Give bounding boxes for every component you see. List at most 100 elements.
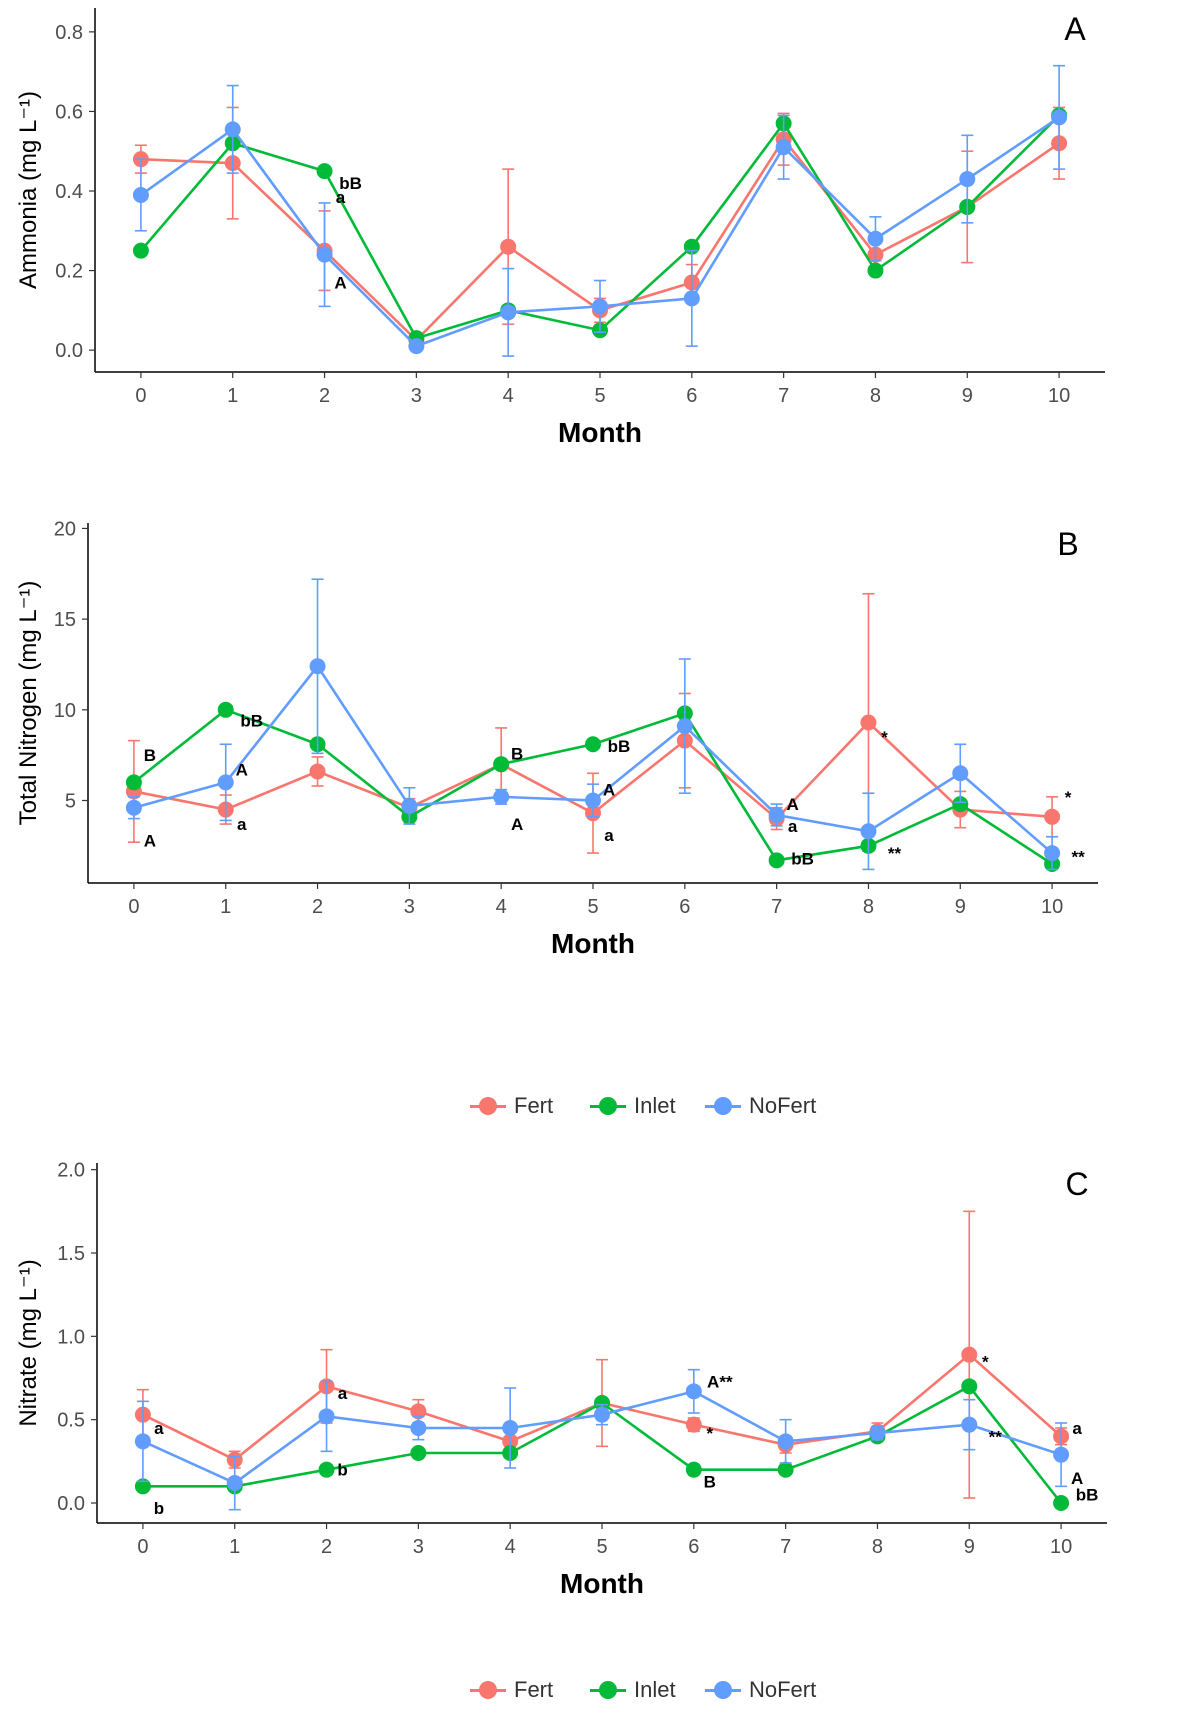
data-point-nofert <box>318 1408 335 1425</box>
legend-item-nofert: NoFert <box>705 1086 816 1126</box>
significance-label: * <box>982 1352 989 1371</box>
y-tick-label: 1.0 <box>57 1326 85 1348</box>
y-tick-label: 5 <box>65 790 76 812</box>
data-point-nofert <box>685 1383 702 1400</box>
data-point-nofert <box>594 1406 610 1423</box>
x-tick-label: 9 <box>964 1536 975 1558</box>
data-point-inlet <box>316 163 333 180</box>
y-tick-label: 10 <box>54 700 76 722</box>
legend-key-inlet <box>590 1096 626 1116</box>
data-point-inlet <box>1053 1495 1070 1511</box>
data-point-nofert <box>869 1425 886 1441</box>
data-point-nofert <box>493 788 510 805</box>
y-axis-title: Nitrate (mg L⁻¹) <box>15 1259 42 1426</box>
x-tick-label: 7 <box>780 1536 791 1558</box>
y-tick-label: 2.0 <box>57 1160 85 1182</box>
legend-key-inlet <box>590 1680 626 1700</box>
significance-label: bB <box>240 712 263 731</box>
x-axis-title: Month <box>560 1568 644 1599</box>
significance-label: * <box>881 728 888 747</box>
x-tick-label: 10 <box>1048 385 1070 407</box>
y-tick-label: 0.8 <box>55 22 83 44</box>
legend-key-nofert <box>705 1680 741 1700</box>
significance-label: b <box>337 1461 347 1480</box>
series-nofert <box>132 64 1068 357</box>
x-tick-label: 4 <box>496 896 507 918</box>
data-point-inlet <box>318 1461 335 1478</box>
data-point-nofert <box>952 765 969 782</box>
data-point-inlet <box>867 262 884 279</box>
significance-label: B <box>144 746 156 765</box>
x-axis-title: Month <box>558 417 642 448</box>
significance-label: A <box>1071 1469 1083 1488</box>
y-tick-label: 0.4 <box>55 181 83 203</box>
series-nofert <box>125 578 1061 871</box>
x-tick-label: 2 <box>321 1536 332 1558</box>
data-point-fert <box>309 763 326 780</box>
series-nofert <box>134 1368 1070 1511</box>
significance-label: A <box>236 761 248 780</box>
data-point-nofert <box>224 121 241 138</box>
legend-item-inlet: Inlet <box>590 1670 676 1710</box>
y-tick-label: 15 <box>54 609 76 631</box>
x-tick-label: 1 <box>227 385 238 407</box>
legend-label-fert: Fert <box>514 1677 554 1702</box>
data-point-nofert <box>408 338 425 355</box>
x-tick-label: 9 <box>955 896 966 918</box>
significance-label: A <box>334 273 346 292</box>
x-tick-label: 0 <box>135 385 146 407</box>
y-tick-label: 0.2 <box>55 261 83 283</box>
data-point-nofert <box>1053 1446 1070 1463</box>
data-point-fert <box>500 238 517 255</box>
legend-key-fert <box>470 1680 506 1700</box>
x-tick-label: 8 <box>863 896 874 918</box>
x-tick-label: 1 <box>229 1536 240 1558</box>
data-point-nofert <box>226 1475 243 1491</box>
significance-label: ** <box>888 844 902 863</box>
legend-label-inlet: Inlet <box>634 1093 676 1118</box>
y-tick-label: 0.0 <box>57 1493 85 1515</box>
panel-label-a: A <box>1064 11 1086 47</box>
significance-label: a <box>338 1384 348 1403</box>
data-point-inlet <box>134 1478 151 1495</box>
significance-label: ** <box>989 1427 1003 1446</box>
x-tick-label: 10 <box>1041 896 1063 918</box>
x-tick-label: 9 <box>962 385 973 407</box>
significance-label: * <box>707 1424 714 1443</box>
legend-label-fert: Fert <box>514 1093 554 1118</box>
legend-item-fert: Fert <box>470 1086 553 1126</box>
significance-label: a <box>237 815 247 834</box>
panel-label-c: C <box>1065 1166 1088 1202</box>
data-point-fert <box>1044 808 1061 825</box>
data-point-inlet <box>132 242 149 259</box>
chart-svg-a: 0.0 0.2 0.4 0.6 0.8 0 1 2 3 4 5 6 7 8 9 10 Month Ammonia … <box>15 8 1105 448</box>
significance-label: bB <box>339 174 362 193</box>
x-tick-label: 5 <box>594 385 605 407</box>
x-tick-label: 0 <box>137 1536 148 1558</box>
significance-label: A** <box>707 1372 733 1391</box>
significance-label: a <box>604 826 614 845</box>
legend-bottom: Fert Inlet NoFert <box>0 1670 1200 1710</box>
data-point-nofert <box>777 1433 794 1450</box>
data-point-inlet <box>777 1461 794 1478</box>
data-point-nofert <box>316 246 333 263</box>
data-point-nofert <box>217 774 234 791</box>
legend-key-fert <box>470 1096 506 1116</box>
data-point-nofert <box>768 806 785 823</box>
significance-label: a <box>336 188 346 207</box>
data-point-nofert <box>1044 845 1061 862</box>
y-tick-label: 1.5 <box>57 1243 85 1265</box>
data-point-inlet <box>685 1461 702 1478</box>
chart-svg-c: 0.0 0.5 1.0 1.5 2.0 0 1 2 3 4 5 6 7 8 9 10 Month Nitrate … <box>15 1160 1107 1599</box>
y-tick-label: 0.6 <box>55 101 83 123</box>
significance-label: * <box>1065 788 1072 807</box>
legend-label-inlet: Inlet <box>634 1677 676 1702</box>
data-point-nofert <box>500 304 517 321</box>
panel-label-b: B <box>1057 526 1078 562</box>
data-point-nofert <box>1051 109 1068 126</box>
data-point-nofert <box>410 1420 427 1436</box>
data-point-nofert <box>132 186 149 203</box>
x-tick-label: 8 <box>870 385 881 407</box>
significance-label: ** <box>1071 848 1085 867</box>
data-point-fert <box>860 714 877 731</box>
